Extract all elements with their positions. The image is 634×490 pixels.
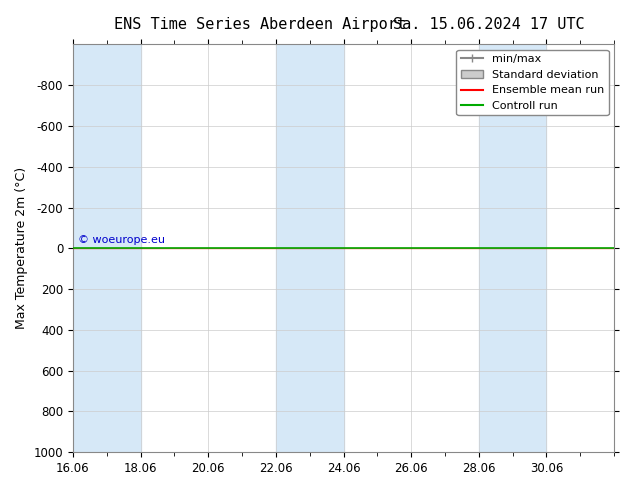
Legend: min/max, Standard deviation, Ensemble mean run, Controll run: min/max, Standard deviation, Ensemble me…: [456, 50, 609, 116]
Text: © woeurope.eu: © woeurope.eu: [79, 235, 165, 245]
Bar: [276, 45, 344, 452]
Text: ENS Time Series Aberdeen Airport: ENS Time Series Aberdeen Airport: [114, 17, 406, 32]
Bar: [73, 45, 141, 452]
Bar: [479, 45, 547, 452]
Y-axis label: Max Temperature 2m (°C): Max Temperature 2m (°C): [15, 167, 28, 329]
Text: Sa. 15.06.2024 17 UTC: Sa. 15.06.2024 17 UTC: [393, 17, 585, 32]
